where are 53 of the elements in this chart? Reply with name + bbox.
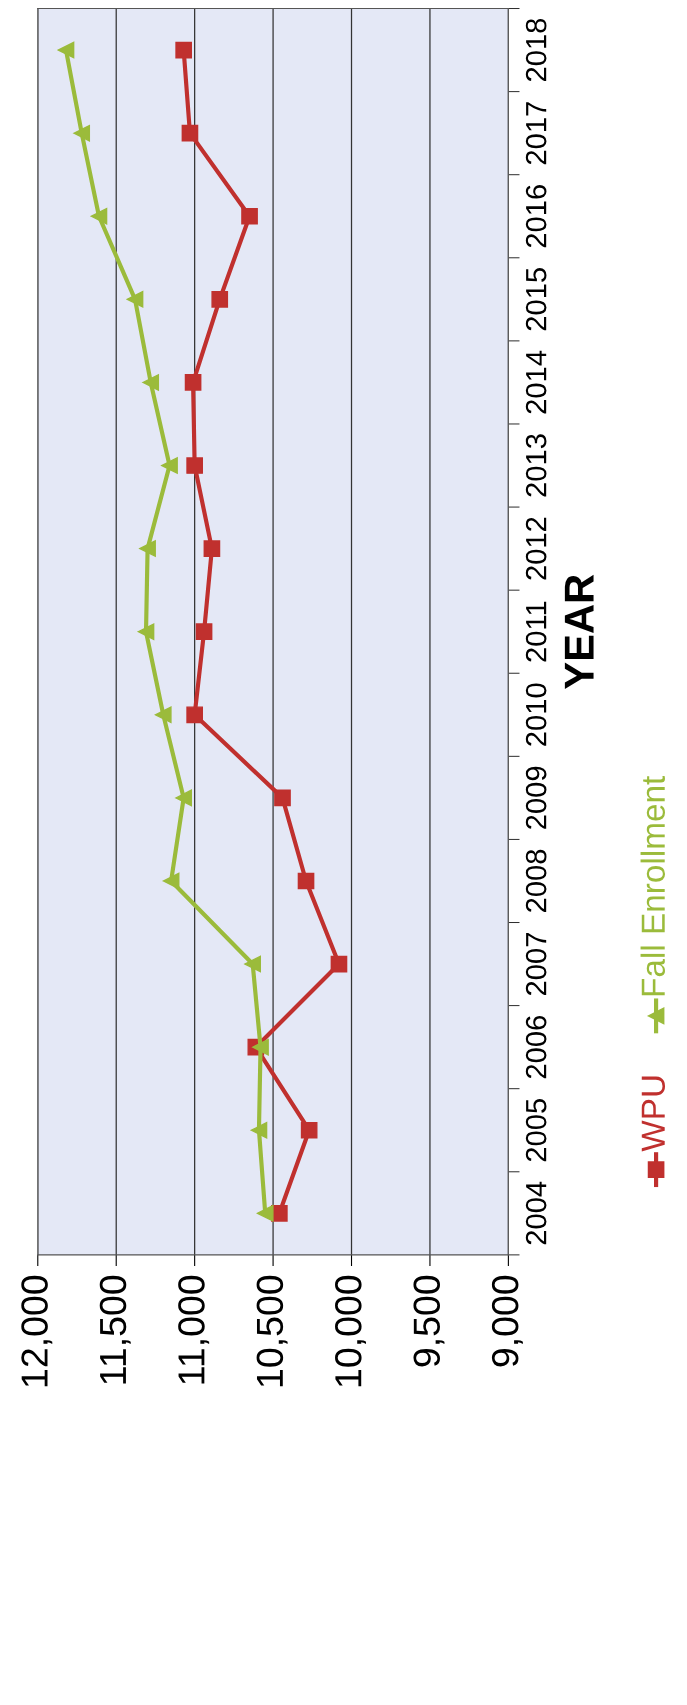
- x-tick-label: 9,500: [413, 1275, 445, 1367]
- y-axis-title: YEAR: [564, 574, 594, 689]
- y-tick-label: 2010: [525, 683, 547, 746]
- y-tick-label: 2012: [525, 517, 547, 580]
- point: [161, 457, 178, 474]
- x-tick-label: 9,000: [491, 1275, 523, 1367]
- point: [300, 1121, 318, 1139]
- y-tick-label: 2013: [525, 434, 547, 497]
- y-tick-label: 2009: [525, 766, 547, 829]
- x-tick-label: 11,500: [99, 1275, 131, 1384]
- point: [274, 789, 291, 807]
- x-tick-label: 10,500: [256, 1275, 288, 1387]
- point: [73, 124, 91, 142]
- point: [142, 374, 160, 391]
- point: [252, 1038, 269, 1056]
- point: [137, 623, 155, 641]
- point: [162, 872, 180, 890]
- y-tick-label: 2017: [525, 102, 547, 165]
- point: [175, 789, 193, 807]
- point: [57, 41, 75, 59]
- point: [175, 41, 193, 59]
- x-tick-label: 10,000: [335, 1275, 367, 1387]
- point: [203, 540, 221, 557]
- x-tick-label: 12,000: [21, 1275, 53, 1387]
- y-tick-label: 2011: [525, 601, 547, 662]
- point: [250, 1121, 268, 1139]
- y-tick-label: 2018: [525, 18, 547, 82]
- text: Fall Enrollment: [640, 775, 666, 996]
- text: WPU: [641, 1076, 666, 1152]
- point: [90, 207, 108, 225]
- point: [126, 291, 144, 308]
- point: [186, 457, 203, 474]
- point: [244, 955, 262, 973]
- point: [181, 124, 199, 142]
- point: [297, 872, 315, 890]
- point: [154, 706, 172, 724]
- y-tick-label: 2007: [525, 933, 547, 996]
- point: [195, 623, 213, 641]
- y-tick-label: 2005: [525, 1099, 547, 1162]
- x-tick-label: 11,000: [178, 1275, 210, 1384]
- y-tick-label: 2016: [525, 185, 547, 248]
- point: [139, 540, 156, 557]
- y-tick-label: 2008: [525, 849, 547, 912]
- point: [241, 207, 258, 225]
- point: [330, 955, 348, 973]
- y-tick-label: 2006: [525, 1015, 547, 1079]
- point: [211, 291, 229, 308]
- y-tick-label: 2014: [525, 350, 547, 414]
- point: [184, 374, 202, 391]
- point: [186, 706, 203, 724]
- point: [256, 1205, 274, 1222]
- y-tick-label: 2015: [525, 268, 547, 331]
- y-tick-label: 2004: [525, 1181, 547, 1245]
